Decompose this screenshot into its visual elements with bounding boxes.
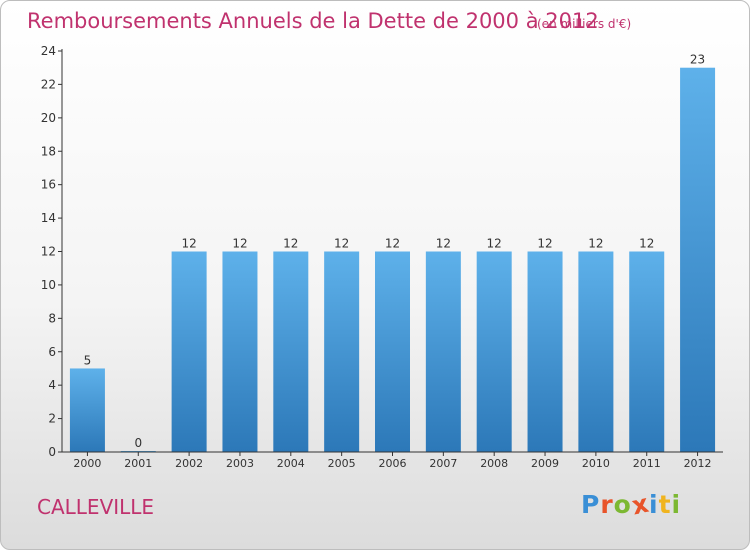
x-tick-label: 2004 xyxy=(277,457,305,470)
y-tick-label: 20 xyxy=(41,111,56,125)
data-label-2006: 12 xyxy=(385,237,400,251)
logo-letter: o xyxy=(613,490,632,519)
y-tick-label: 22 xyxy=(41,77,56,91)
proxiti-logo[interactable]: Proxiti xyxy=(581,489,682,521)
bar-2003 xyxy=(222,251,258,452)
y-tick-label: 14 xyxy=(41,211,56,225)
bar-2012 xyxy=(680,67,716,452)
y-tick-label: 12 xyxy=(41,245,56,259)
data-label-2000: 5 xyxy=(84,353,92,367)
y-tick-label: 4 xyxy=(48,378,56,392)
y-tick-label: 24 xyxy=(41,44,56,58)
x-tick-label: 2012 xyxy=(684,457,712,470)
bar-2006 xyxy=(375,251,410,452)
y-tick-label: 16 xyxy=(41,178,56,192)
data-label-2008: 12 xyxy=(487,237,502,251)
data-label-2011: 12 xyxy=(639,237,654,251)
bar-2011 xyxy=(629,251,665,452)
x-tick-label: 2008 xyxy=(480,457,508,470)
data-label-2005: 12 xyxy=(334,237,349,251)
x-tick-label: 2006 xyxy=(379,457,407,470)
bar-2010 xyxy=(578,251,614,452)
data-label-2003: 12 xyxy=(232,237,247,251)
chart-title: Remboursements Annuels de la Dette de 20… xyxy=(27,9,599,33)
x-tick-label: 2011 xyxy=(633,457,661,470)
data-label-2002: 12 xyxy=(181,237,196,251)
x-tick-label: 2005 xyxy=(328,457,356,470)
y-tick-label: 18 xyxy=(41,144,56,158)
data-label-2001: 0 xyxy=(134,436,142,450)
logo-letter: i xyxy=(649,490,659,519)
data-label-2007: 12 xyxy=(436,237,451,251)
data-label-2009: 12 xyxy=(537,237,552,251)
x-tick-label: 2000 xyxy=(73,457,101,470)
data-label-2012: 23 xyxy=(690,53,705,67)
x-tick-label: 2002 xyxy=(175,457,203,470)
bar-2007 xyxy=(425,251,461,452)
commune-name: CALLEVILLE xyxy=(37,495,155,519)
data-label-2010: 12 xyxy=(588,237,603,251)
logo-letter: t xyxy=(658,490,672,519)
bar-2009 xyxy=(527,251,563,452)
logo-letter: r xyxy=(600,490,614,519)
x-tick-label: 2001 xyxy=(124,457,152,470)
bar-2000 xyxy=(69,368,105,452)
chart-subtitle: (en milliers d'€) xyxy=(537,17,632,31)
y-tick-label: 0 xyxy=(48,445,56,459)
y-tick-label: 8 xyxy=(48,311,56,325)
x-tick-label: 2007 xyxy=(429,457,457,470)
x-tick-label: 2009 xyxy=(531,457,559,470)
bar-2008 xyxy=(476,251,512,452)
y-tick-label: 2 xyxy=(48,412,56,426)
logo-letter: i xyxy=(671,490,682,519)
x-tick-label: 2010 xyxy=(582,457,610,470)
bar-2005 xyxy=(324,251,360,452)
y-tick-label: 6 xyxy=(48,345,56,359)
bar-2002 xyxy=(171,251,207,452)
bar-2004 xyxy=(273,251,309,452)
data-label-2004: 12 xyxy=(283,237,298,251)
logo-letter: P xyxy=(581,490,601,519)
y-tick-label: 10 xyxy=(41,278,56,292)
x-tick-label: 2003 xyxy=(226,457,254,470)
